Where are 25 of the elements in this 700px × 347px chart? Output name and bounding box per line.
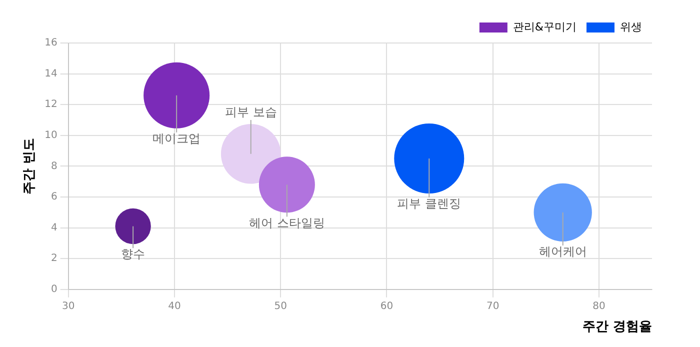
- x-axis-title: 주간 경험율: [582, 320, 652, 335]
- y-tick-label: 8: [50, 160, 58, 172]
- y-tick-label: 2: [50, 253, 58, 264]
- x-tick-label: 60: [380, 300, 394, 312]
- legend-label: 위생: [620, 20, 642, 34]
- annotation: 피부 클렌징: [397, 196, 462, 211]
- annotation: 메이크업: [152, 132, 201, 146]
- x-tick-label: 70: [486, 300, 500, 312]
- y-tick-label: 14: [44, 68, 58, 80]
- x-tick-label: 80: [592, 300, 606, 312]
- x-tick-label: 30: [62, 300, 75, 312]
- y-tick-label: 10: [44, 130, 58, 141]
- y-axis-title: 주간 빈도: [22, 138, 38, 194]
- annotation: 헤어 스타일링: [249, 216, 325, 230]
- y-tick-label: 6: [50, 192, 58, 203]
- y-tick-label: 0: [50, 284, 58, 295]
- x-tick-label: 40: [168, 300, 181, 312]
- y-tick-label: 12: [44, 99, 58, 110]
- y-tick-label: 4: [50, 222, 58, 234]
- y-tick-label: 16: [44, 38, 58, 49]
- annotation: 피부 보습: [224, 105, 277, 120]
- x-tick-label: 50: [274, 300, 287, 312]
- annotation: 헤어케어: [538, 244, 587, 259]
- annotation: 향수: [121, 247, 146, 262]
- legend-label: 관리&꾸미기: [512, 20, 576, 34]
